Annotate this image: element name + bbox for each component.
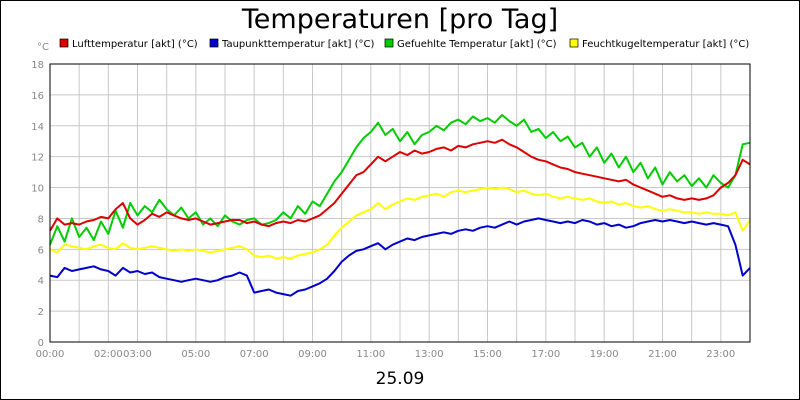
y-tick-label: 0 bbox=[38, 338, 44, 349]
date-label: 25.09 bbox=[376, 369, 425, 389]
plot-area bbox=[49, 63, 751, 343]
x-tick-label: 11:00 bbox=[356, 349, 385, 360]
y-tick-label: 10 bbox=[31, 184, 44, 195]
x-tick-label: 15:00 bbox=[473, 349, 502, 360]
series-line-0 bbox=[49, 138, 751, 232]
legend-swatch bbox=[384, 38, 394, 48]
x-tick-label: 07:00 bbox=[240, 349, 269, 360]
x-tick-label: 09:00 bbox=[298, 349, 327, 360]
x-tick-label: 02:00 bbox=[94, 349, 123, 360]
grid bbox=[49, 63, 751, 343]
x-tick-label: 21:00 bbox=[648, 349, 677, 360]
y-axis-ticks: 0 2 4 6 8 10 12 14 16 18 bbox=[31, 60, 44, 349]
legend-label: Feuchtkugeltemperatur [akt] (°C) bbox=[582, 39, 749, 50]
y-tick-label: 18 bbox=[31, 60, 44, 71]
y-tick-label: 12 bbox=[31, 153, 44, 164]
legend-swatch bbox=[209, 38, 219, 48]
legend-label: Lufttemperatur [akt] (°C) bbox=[72, 39, 198, 50]
x-tick-label: 00:00 bbox=[36, 349, 65, 360]
legend-swatch bbox=[569, 38, 579, 48]
x-tick-label: 19:00 bbox=[590, 349, 619, 360]
x-tick-label: 05:00 bbox=[181, 349, 210, 360]
legend-swatch bbox=[59, 38, 69, 48]
x-tick-label: 13:00 bbox=[415, 349, 444, 360]
y-tick-label: 4 bbox=[38, 276, 44, 287]
series-line-3 bbox=[49, 186, 751, 260]
legend: Lufttemperatur [akt] (°C) Taupunkttempera… bbox=[59, 38, 749, 50]
y-tick-label: 2 bbox=[38, 307, 44, 318]
chart-title: Temperaturen [pro Tag] bbox=[241, 4, 558, 35]
x-tick-label: 17:00 bbox=[531, 349, 560, 360]
y-tick-label: 6 bbox=[38, 245, 44, 256]
x-axis-ticks: 00:00 02:00 03:00 05:00 07:00 09:00 11:00 13:00… bbox=[36, 349, 736, 360]
y-axis-unit: °C bbox=[37, 42, 49, 53]
y-tick-label: 8 bbox=[38, 214, 44, 225]
series-line-2 bbox=[49, 114, 751, 246]
x-tick-label: 23:00 bbox=[706, 349, 735, 360]
y-tick-label: 14 bbox=[31, 122, 44, 133]
series-lines bbox=[49, 114, 751, 297]
legend-label: Gefuehlte Temperatur [akt] (°C) bbox=[397, 39, 557, 50]
legend-label: Taupunkttemperatur [akt] (°C) bbox=[221, 39, 374, 50]
series-line-1 bbox=[49, 217, 751, 297]
x-tick-label: 03:00 bbox=[123, 349, 152, 360]
y-tick-label: 16 bbox=[31, 91, 44, 102]
